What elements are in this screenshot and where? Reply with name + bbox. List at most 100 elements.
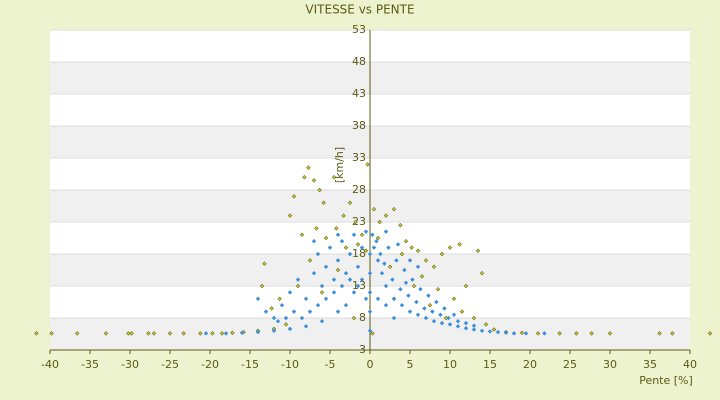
data-point <box>491 327 497 332</box>
x-tick-label: 30 <box>603 358 617 371</box>
data-point <box>391 315 397 321</box>
data-point <box>331 290 337 295</box>
data-point <box>471 323 477 328</box>
data-point <box>287 290 293 295</box>
data-point <box>386 245 391 250</box>
data-point <box>319 318 325 324</box>
data-point <box>295 283 301 289</box>
data-point <box>399 302 405 308</box>
data-point <box>402 267 407 273</box>
data-point <box>423 315 429 321</box>
data-point <box>167 331 173 336</box>
data-point <box>299 232 305 238</box>
data-point <box>370 331 375 336</box>
data-point <box>359 232 365 238</box>
data-point <box>335 309 341 314</box>
data-point <box>311 270 317 276</box>
data-point <box>463 326 469 331</box>
data-point <box>377 219 382 225</box>
y-tick-label: 33 <box>352 151 366 164</box>
data-point <box>295 277 301 282</box>
data-point <box>455 324 461 329</box>
data-point <box>383 213 389 218</box>
data-point <box>347 277 353 282</box>
data-point <box>431 318 437 324</box>
data-point <box>542 331 547 336</box>
data-point <box>475 248 481 254</box>
data-point <box>399 251 405 257</box>
y-tick-label: 48 <box>352 55 366 68</box>
data-point <box>407 309 413 314</box>
data-point <box>431 264 437 270</box>
data-point <box>411 283 417 289</box>
data-point <box>263 309 269 314</box>
data-point <box>341 213 346 218</box>
x-tick-label: -5 <box>325 358 336 371</box>
data-point <box>49 331 54 336</box>
chart-title: VITESSE vs PENTE <box>305 3 414 17</box>
x-tick-label: 5 <box>407 358 414 371</box>
data-point <box>406 293 411 298</box>
data-point <box>287 326 293 332</box>
data-point <box>415 264 421 270</box>
data-point <box>317 187 322 193</box>
data-point <box>255 329 261 335</box>
data-point <box>435 286 441 292</box>
data-point <box>311 238 317 244</box>
data-point <box>523 331 529 336</box>
data-point <box>398 222 403 228</box>
data-point <box>277 296 282 302</box>
data-point <box>335 232 341 238</box>
data-point <box>283 315 289 321</box>
data-point <box>347 251 353 257</box>
data-point <box>271 328 277 334</box>
data-point <box>331 174 337 180</box>
data-point <box>383 302 389 308</box>
x-tick-label: -25 <box>161 358 179 371</box>
data-point <box>239 330 245 335</box>
x-tick-label: -20 <box>201 358 219 371</box>
x-tick-label: -35 <box>81 358 99 371</box>
data-point <box>74 331 80 336</box>
data-point <box>487 329 493 334</box>
y-tick-label: 53 <box>352 23 366 36</box>
data-point <box>398 286 403 292</box>
data-point <box>394 258 399 263</box>
x-axis-label: Pente [%] <box>639 374 693 387</box>
data-point <box>126 331 131 336</box>
data-point <box>459 309 465 314</box>
data-point <box>302 174 307 180</box>
data-point <box>439 320 445 326</box>
x-tick-label: 10 <box>443 358 457 371</box>
data-point <box>129 331 134 336</box>
y-tick-label: 28 <box>352 183 366 196</box>
data-point <box>335 258 341 263</box>
data-point <box>327 245 333 250</box>
data-point <box>657 331 662 336</box>
data-point <box>495 329 501 335</box>
data-point <box>359 245 365 250</box>
data-point <box>557 331 562 336</box>
data-point <box>415 248 421 254</box>
data-point <box>414 299 419 305</box>
y-axis-label: [km/h] <box>333 147 346 183</box>
data-point <box>303 324 309 329</box>
data-point <box>442 306 447 311</box>
data-point <box>146 331 151 336</box>
data-point <box>455 318 461 324</box>
x-tick-label: 0 <box>367 358 374 371</box>
y-tick-label: 38 <box>352 119 366 132</box>
data-point <box>403 238 409 244</box>
data-point <box>415 312 421 318</box>
data-point <box>447 245 453 250</box>
data-point <box>291 309 297 314</box>
data-point <box>307 258 313 263</box>
y-tick-label: 18 <box>352 247 366 260</box>
data-point <box>511 331 517 336</box>
data-point <box>353 219 358 225</box>
data-point <box>395 242 401 247</box>
data-point <box>430 309 435 314</box>
data-point <box>363 296 369 302</box>
x-tick-label: 20 <box>523 358 537 371</box>
